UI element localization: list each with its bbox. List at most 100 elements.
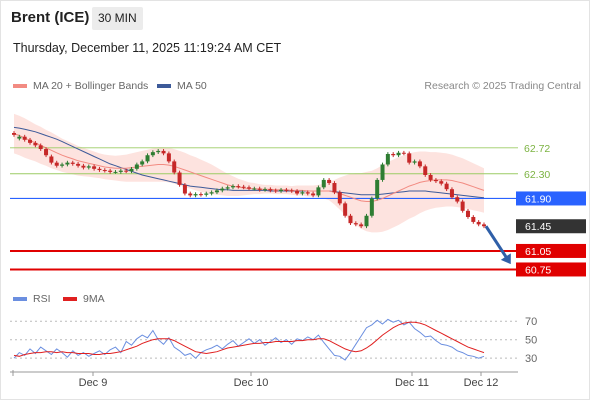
ma20-swatch (13, 84, 27, 88)
candle (70, 162, 75, 164)
candle (385, 153, 390, 165)
candle (268, 189, 273, 191)
candle (305, 192, 310, 194)
candle (295, 191, 300, 194)
candle (182, 184, 187, 194)
legend-ma20: MA 20 + Bollinger Bands (13, 80, 148, 92)
legend-9ma: 9MA (63, 293, 105, 305)
candle (401, 152, 406, 154)
candle (465, 210, 470, 217)
rsi-tick-label: 50 (525, 335, 537, 347)
candle (220, 188, 225, 191)
rsi-tick-label: 30 (525, 353, 537, 365)
candle (177, 172, 182, 185)
candle (92, 166, 97, 169)
candle (460, 201, 465, 211)
level-label-60.75: 60.75 (525, 264, 551, 276)
candle (156, 150, 161, 153)
candle (198, 194, 203, 196)
candle (124, 170, 129, 172)
candle (327, 179, 332, 184)
legend-ma20-label: MA 20 + Bollinger Bands (33, 80, 149, 92)
x-tick-label: Dec 12 (464, 377, 499, 389)
x-tick-label: Dec 9 (79, 377, 108, 389)
legend-ma50-label: MA 50 (177, 80, 207, 92)
candle (28, 139, 33, 143)
candle (230, 186, 235, 188)
candle (49, 156, 54, 163)
candle (316, 187, 321, 196)
candle (428, 174, 433, 180)
candle (332, 183, 337, 193)
rsi-tick-label: 70 (525, 316, 537, 328)
level-label-61.90: 61.90 (525, 193, 551, 205)
candle (359, 224, 364, 227)
candle (263, 189, 268, 191)
rsi-swatch (13, 297, 27, 301)
candle (247, 187, 251, 189)
candle (134, 164, 139, 169)
candle (54, 162, 59, 166)
candle (396, 152, 401, 156)
candle (407, 153, 412, 163)
level-tag-61.45 (516, 219, 586, 234)
candle (279, 189, 284, 192)
candle (311, 193, 316, 196)
level-tag-61.05 (516, 243, 586, 258)
candle (33, 142, 38, 146)
candle (204, 193, 209, 195)
forecast-arrow-head (500, 253, 511, 265)
level-tag-61.90 (516, 191, 586, 206)
x-tick-label: Dec 11 (395, 377, 429, 389)
candle (482, 224, 486, 227)
candle (188, 193, 193, 196)
candle (86, 166, 91, 168)
level-label-61.45: 61.45 (525, 221, 551, 233)
legend-ma50: MA 50 (157, 80, 207, 92)
credit-text: Research © 2025 Trading Central (424, 80, 581, 92)
candle (102, 170, 107, 172)
legend-rsi-label: RSI (33, 293, 51, 305)
level-label-61.05: 61.05 (525, 246, 551, 258)
legend-rsi: RSI (13, 293, 51, 305)
candle (337, 192, 342, 204)
candle (444, 183, 449, 190)
candle (391, 153, 396, 156)
candle (108, 170, 113, 172)
candle (225, 187, 230, 189)
candle (273, 190, 278, 192)
candle (439, 181, 444, 184)
x-tick-label: Dec 10 (234, 377, 269, 389)
candle (97, 168, 102, 171)
candle (380, 164, 385, 180)
candle (129, 168, 134, 172)
candle (172, 161, 177, 173)
timeframe-button[interactable]: 30 MIN (92, 7, 143, 30)
candle (417, 161, 422, 167)
chart-header: Brent (ICE) 30 MIN (0, 0, 590, 36)
ma50-swatch (157, 84, 171, 88)
candle (375, 179, 380, 199)
candle (423, 166, 428, 175)
candle (471, 216, 476, 222)
candle (257, 188, 262, 190)
candle (348, 215, 353, 224)
candle (150, 152, 155, 156)
candle (17, 136, 22, 139)
candle (22, 136, 27, 140)
candle (81, 165, 86, 168)
candle (38, 145, 43, 150)
level-label-62.30: 62.30 (524, 169, 550, 181)
candle (166, 153, 171, 162)
candle (353, 223, 358, 225)
legend-9ma-label: 9MA (83, 293, 105, 305)
candle (433, 179, 438, 182)
candle (455, 197, 460, 202)
candle (476, 221, 481, 225)
instrument-title: Brent (ICE) (11, 9, 90, 26)
candle (60, 164, 65, 166)
forecast-arrow (484, 225, 510, 261)
candle (12, 132, 16, 135)
candle (118, 170, 123, 172)
